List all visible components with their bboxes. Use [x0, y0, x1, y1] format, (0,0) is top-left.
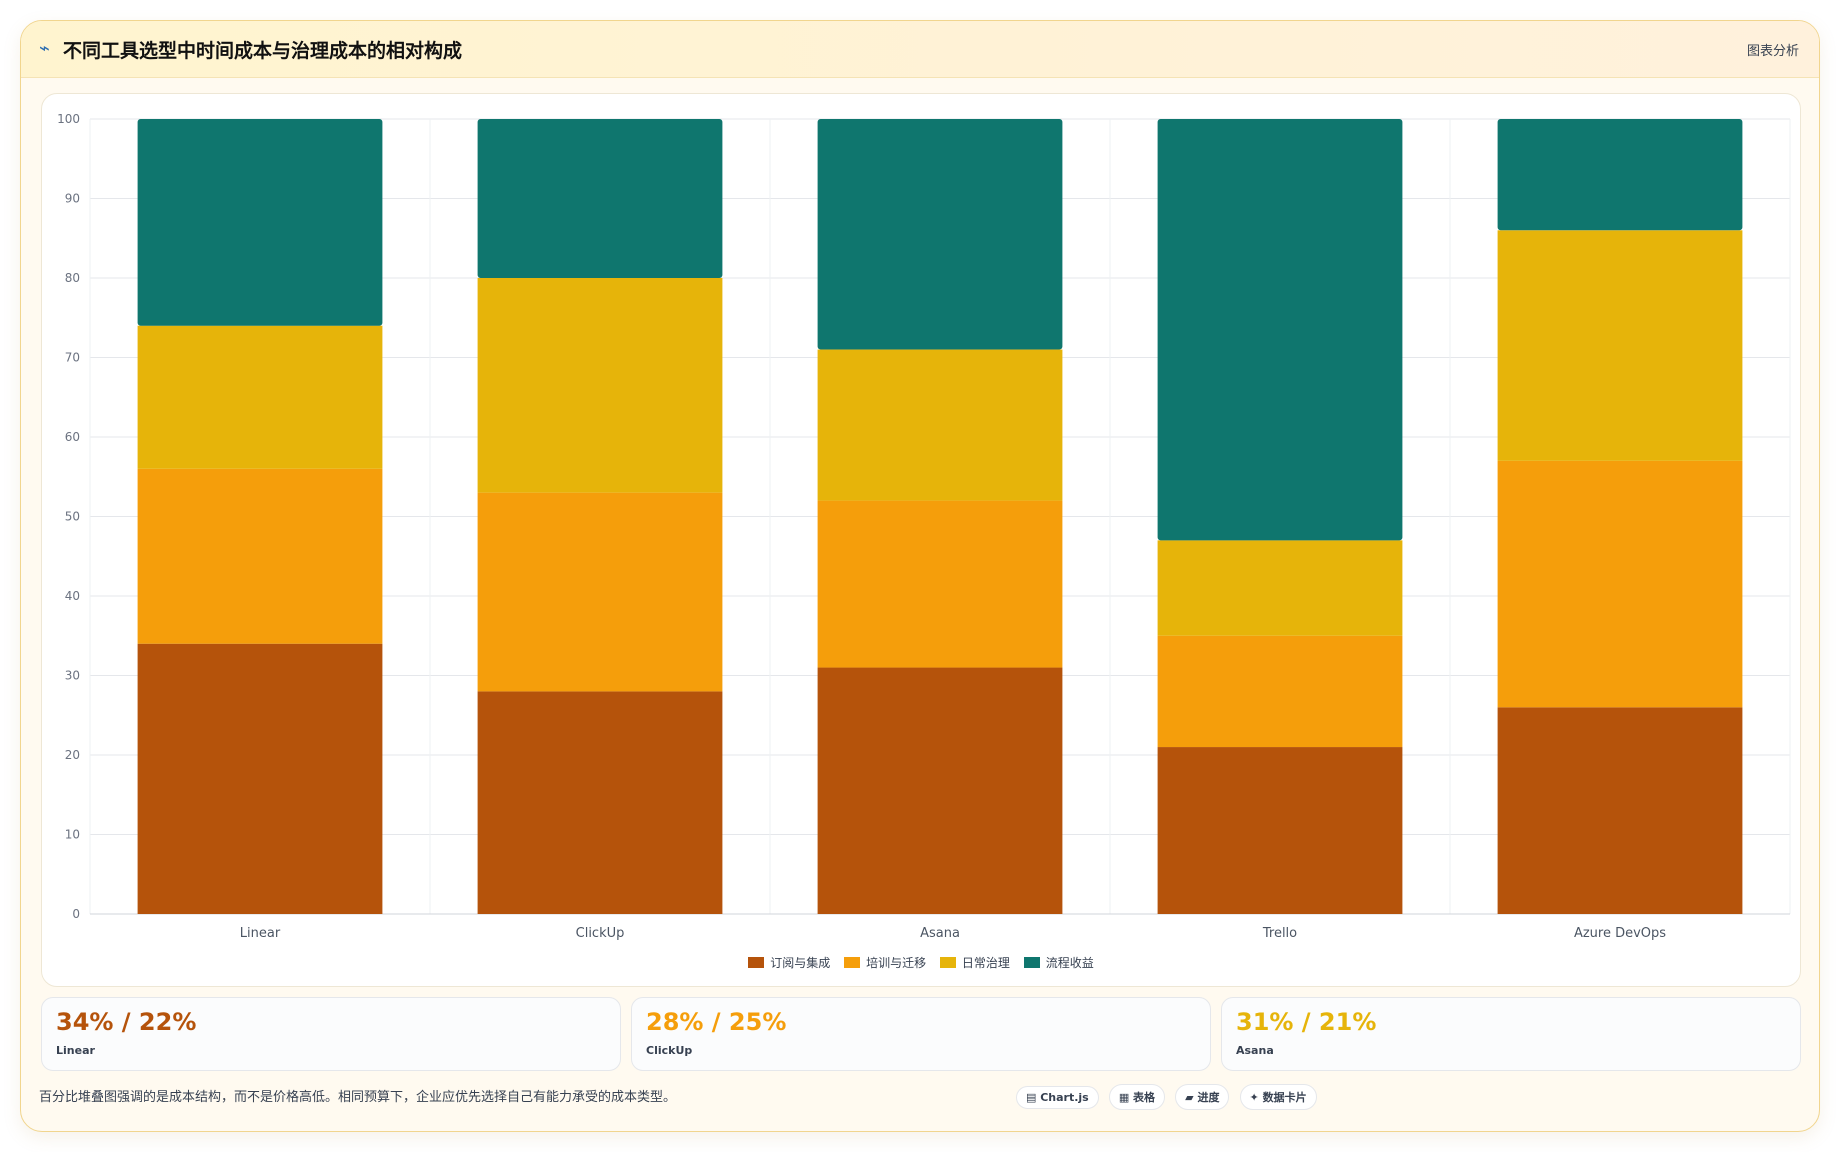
x-tick-label: Azure DevOps [1574, 926, 1666, 941]
bar-segment [1157, 635, 1403, 748]
footer-note: 百分比堆叠图强调的是成本结构，而不是价格高低。相同预算下，企业应优先选择自己有能… [39, 1090, 677, 1105]
y-tick-label: 70 [65, 351, 80, 365]
legend-swatch [939, 957, 956, 968]
bar-segment [477, 278, 723, 493]
stat-card-asana: 31% / 21% Asana [1221, 997, 1801, 1071]
legend-label: 订阅与集成 [770, 956, 831, 970]
bar-segment [1497, 230, 1743, 461]
page-title: 不同工具选型中时间成本与治理成本的相对构成 [63, 40, 463, 62]
x-tick-label: Linear [240, 926, 281, 941]
bar-segment [477, 119, 723, 278]
chip-table[interactable]: ▦ 表格 [1108, 1084, 1166, 1110]
chip-data-card[interactable]: ✦ 数据卡片 [1239, 1084, 1317, 1110]
bar-segment [137, 119, 383, 326]
stat-card-clickup: 28% / 25% ClickUp [631, 997, 1211, 1071]
x-tick-label: ClickUp [576, 926, 625, 941]
bar-segment [137, 325, 383, 469]
stacked-bar-chart: 0 10 20 30 40 50 60 70 80 90 100 Linear ClickUp Asana… [57, 112, 1791, 941]
y-tick-label: 0 [72, 907, 80, 921]
bar-segment [817, 349, 1063, 501]
bar-segment [137, 468, 383, 644]
bar-segment [1497, 460, 1743, 708]
bar-segment [817, 119, 1063, 350]
y-tick-label: 40 [65, 589, 80, 603]
y-tick-label: 100 [57, 112, 80, 126]
y-tick-label: 80 [65, 271, 80, 285]
bar-segment [817, 500, 1063, 668]
bar-segment [137, 643, 383, 914]
bar-segment [1497, 707, 1743, 914]
stat-value: 28% / 25% [646, 1008, 787, 1036]
legend-swatch [844, 957, 861, 968]
chart-panel: ⌁ 不同工具选型中时间成本与治理成本的相对构成 图表分析 0 10 20 30 40 50… [20, 20, 1820, 1132]
bar-segment [1497, 119, 1743, 231]
y-tick-label: 60 [65, 430, 80, 444]
bar-segment [1157, 540, 1403, 636]
legend-item[interactable]: 订阅与集成 [748, 954, 830, 971]
stat-label: ClickUp [646, 1044, 693, 1057]
legend-label: 日常治理 [961, 956, 1010, 970]
stat-label: Asana [1236, 1044, 1274, 1057]
y-tick-label: 10 [65, 828, 80, 842]
panel-header: ⌁ 不同工具选型中时间成本与治理成本的相对构成 图表分析 [21, 21, 1819, 78]
tag-chips: ▤ Chart.js ▦ 表格 ▰ 进度 ✦ 数据卡片 [1016, 1084, 1322, 1110]
bar-segment [817, 667, 1063, 914]
stat-value: 31% / 21% [1236, 1008, 1377, 1036]
chip-chartjs[interactable]: ▤ Chart.js [1016, 1086, 1099, 1109]
y-tick-label: 20 [65, 748, 80, 762]
x-tick-label: Trello [1262, 926, 1297, 941]
chart-analysis-link[interactable]: 图表分析 [1746, 44, 1799, 59]
chart-card: 0 10 20 30 40 50 60 70 80 90 100 Linear ClickUp Asana… [41, 93, 1801, 987]
bar-segment [1157, 747, 1403, 914]
x-tick-label: Asana [920, 926, 960, 941]
trend-icon: ⌁ [39, 38, 50, 59]
legend-swatch [1023, 957, 1040, 968]
legend-label: 培训与迁移 [866, 956, 927, 970]
stat-value: 34% / 22% [56, 1008, 197, 1036]
legend-swatch [748, 957, 765, 968]
stat-card-linear: 34% / 22% Linear [41, 997, 621, 1071]
y-tick-label: 90 [65, 192, 80, 206]
y-tick-label: 50 [65, 510, 80, 524]
stat-label: Linear [56, 1044, 95, 1057]
chart-legend: 订阅与集成 培训与迁移 日常治理 流程收益 [42, 954, 1800, 971]
chip-progress[interactable]: ▰ 进度 [1175, 1084, 1230, 1110]
bar-segment [477, 492, 723, 692]
stat-cards: 34% / 22% Linear 28% / 25% ClickUp 31% /… [41, 997, 1801, 1071]
legend-label: 流程收益 [1045, 956, 1094, 970]
bar-segment [477, 691, 723, 914]
legend-item[interactable]: 流程收益 [1023, 954, 1094, 971]
legend-item[interactable]: 日常治理 [939, 954, 1010, 971]
y-tick-label: 30 [65, 669, 80, 683]
legend-item[interactable]: 培训与迁移 [844, 954, 926, 971]
bar-segment [1157, 119, 1403, 541]
